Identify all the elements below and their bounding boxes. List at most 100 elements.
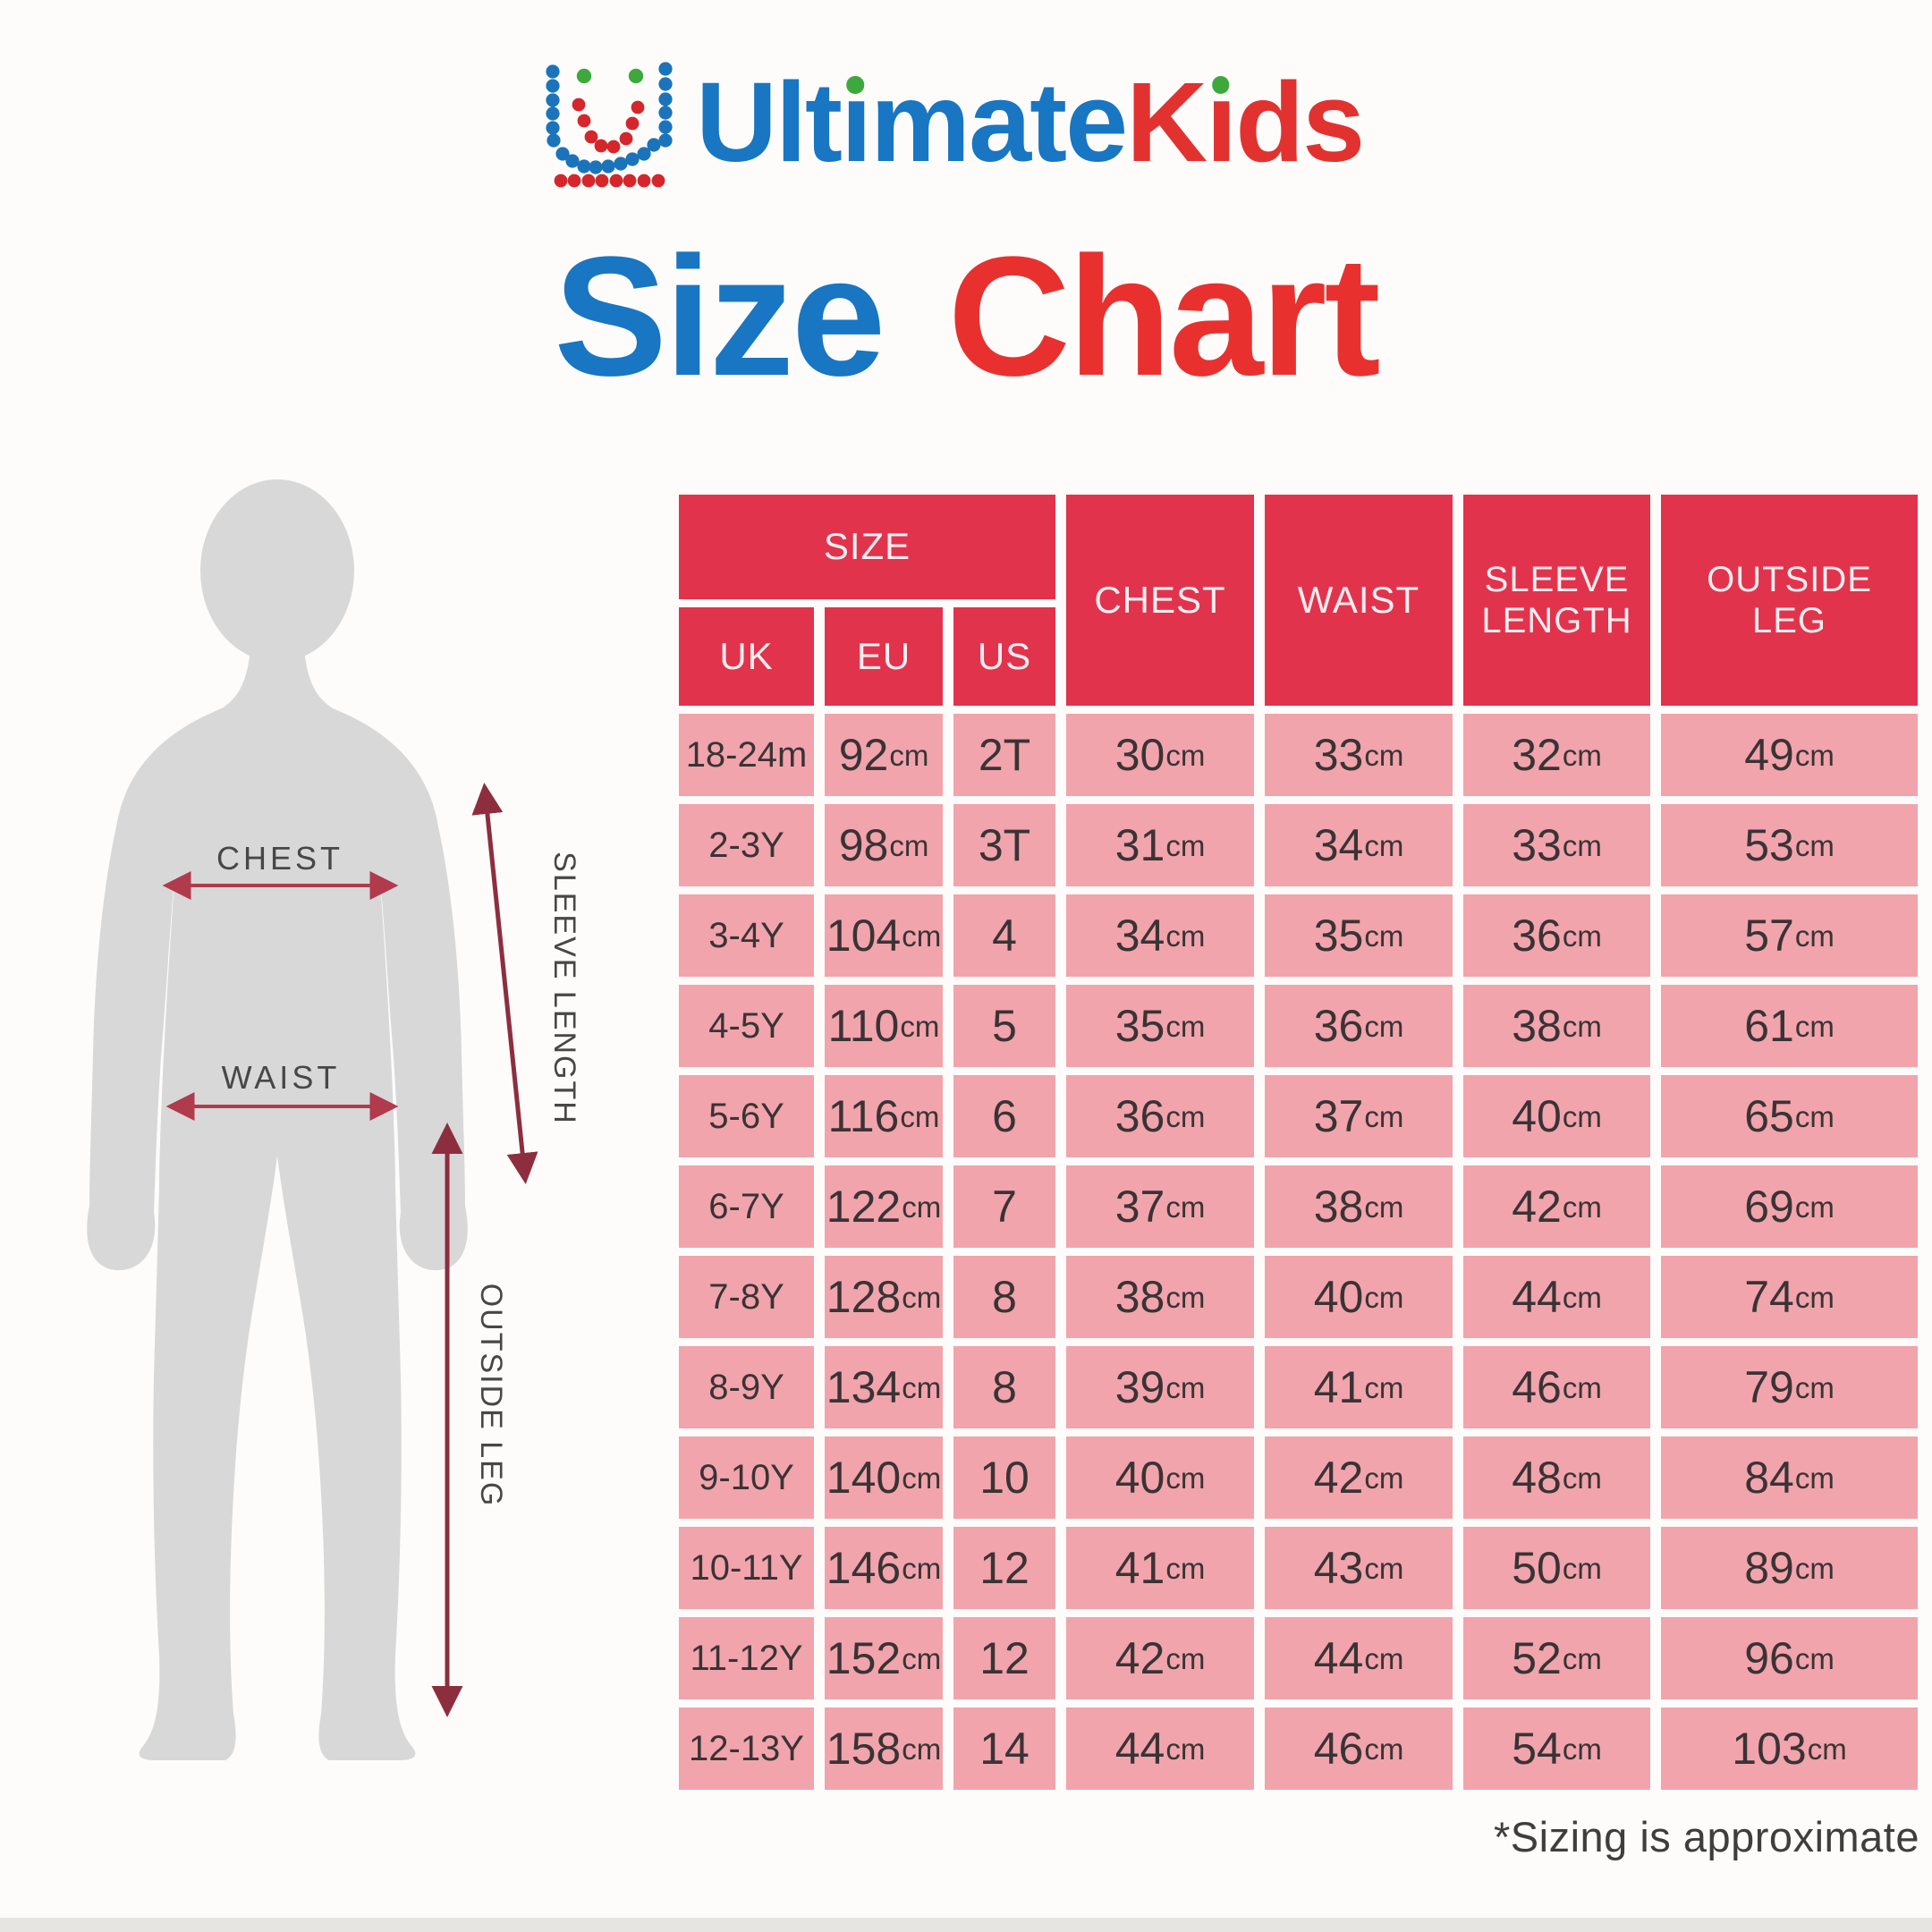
page-title: Size Chart <box>0 232 1932 402</box>
header-waist: WAIST <box>1265 495 1453 706</box>
cell-uk-row-12: 12-13Y <box>679 1707 814 1790</box>
brand-word-primary: Ultı mate <box>696 59 1128 185</box>
figure-chest-label: CHEST <box>216 840 343 877</box>
cell-sleeve_length-row-2: 33 cm <box>1463 804 1650 886</box>
cell-sleeve_length-row-11: 52 cm <box>1463 1617 1650 1699</box>
cell-eu-row-9: 140 cm <box>825 1436 943 1519</box>
cell-waist-row-1: 33 cm <box>1265 714 1453 796</box>
cell-sleeve_length-row-12: 54 cm <box>1463 1707 1650 1790</box>
cell-outside_leg-row-9: 84 cm <box>1661 1436 1918 1519</box>
brand-wordmark: Ultı mateKı ds <box>696 66 1365 179</box>
header-uk: UK <box>679 607 814 706</box>
cell-chest-row-11: 42 cm <box>1066 1617 1254 1699</box>
cell-waist-row-11: 44 cm <box>1265 1617 1453 1699</box>
cell-chest-row-5: 36 cm <box>1066 1075 1254 1157</box>
cell-uk-row-9: 9-10Y <box>679 1436 814 1519</box>
cell-waist-row-9: 42 cm <box>1265 1436 1453 1519</box>
figure-sleeve-length-label: SLEEVE LENGTH <box>547 852 581 1125</box>
cell-outside_leg-row-3: 57 cm <box>1661 894 1918 977</box>
cell-outside_leg-row-2: 53 cm <box>1661 804 1918 886</box>
brand-logo-icon <box>546 62 673 188</box>
cell-waist-row-5: 37 cm <box>1265 1075 1453 1157</box>
cell-eu-row-7: 128 cm <box>825 1256 943 1338</box>
cell-eu-row-2: 98 cm <box>825 804 943 886</box>
cell-waist-row-2: 34 cm <box>1265 804 1453 886</box>
cell-outside_leg-row-11: 96 cm <box>1661 1617 1918 1699</box>
cell-us-row-8: 8 <box>953 1346 1055 1428</box>
figure-waist-label: WAIST <box>222 1059 341 1096</box>
cell-uk-row-10: 10-11Y <box>679 1527 814 1609</box>
cell-eu-row-1: 92 cm <box>825 714 943 796</box>
measurement-figure: CHEST WAIST SLEEVE LENGTH OUTSIDE LEG <box>87 479 581 1760</box>
cell-sleeve_length-row-5: 40 cm <box>1463 1075 1650 1157</box>
bottom-edge-strip <box>0 1918 1932 1932</box>
size-table: SIZE UK EU US CHEST WAIST SLEEVE LENGTH … <box>679 495 1918 1790</box>
cell-uk-row-1: 18-24m <box>679 714 814 796</box>
cell-chest-row-12: 44 cm <box>1066 1707 1254 1790</box>
cell-waist-row-4: 36 cm <box>1265 985 1453 1067</box>
cell-eu-row-11: 152 cm <box>825 1617 943 1699</box>
cell-us-row-11: 12 <box>953 1617 1055 1699</box>
cell-eu-row-5: 116 cm <box>825 1075 943 1157</box>
cell-us-row-9: 10 <box>953 1436 1055 1519</box>
cell-uk-row-3: 3-4Y <box>679 894 814 977</box>
cell-waist-row-10: 43 cm <box>1265 1527 1453 1609</box>
cell-uk-row-2: 2-3Y <box>679 804 814 886</box>
cell-outside_leg-row-4: 61 cm <box>1661 985 1918 1067</box>
cell-uk-row-5: 5-6Y <box>679 1075 814 1157</box>
brand-word-secondary: Kı ds <box>1126 59 1365 185</box>
cell-us-row-6: 7 <box>953 1165 1055 1248</box>
cell-eu-row-4: 110 cm <box>825 985 943 1067</box>
cell-outside_leg-row-7: 74 cm <box>1661 1256 1918 1338</box>
header-chest: CHEST <box>1066 495 1254 706</box>
cell-sleeve_length-row-10: 50 cm <box>1463 1527 1650 1609</box>
title-word-size: Size <box>554 222 886 411</box>
cell-chest-row-9: 40 cm <box>1066 1436 1254 1519</box>
green-i-dot-icon <box>846 76 865 94</box>
cell-eu-row-6: 122 cm <box>825 1165 943 1248</box>
title-word-chart: Chart <box>947 222 1381 411</box>
cell-chest-row-10: 41 cm <box>1066 1527 1254 1609</box>
cell-us-row-1: 2T <box>953 714 1055 796</box>
cell-outside_leg-row-10: 89 cm <box>1661 1527 1918 1609</box>
cell-us-row-7: 8 <box>953 1256 1055 1338</box>
cell-waist-row-8: 41 cm <box>1265 1346 1453 1428</box>
header-size: SIZE <box>679 495 1055 599</box>
cell-uk-row-11: 11-12Y <box>679 1617 814 1699</box>
header-us: US <box>953 607 1055 706</box>
cell-sleeve_length-row-3: 36 cm <box>1463 894 1650 977</box>
cell-uk-row-7: 7-8Y <box>679 1256 814 1338</box>
cell-chest-row-7: 38 cm <box>1066 1256 1254 1338</box>
cell-us-row-4: 5 <box>953 985 1055 1067</box>
cell-chest-row-8: 39 cm <box>1066 1346 1254 1428</box>
silhouette-head <box>200 479 354 662</box>
cell-chest-row-6: 37 cm <box>1066 1165 1254 1248</box>
cell-waist-row-6: 38 cm <box>1265 1165 1453 1248</box>
cell-us-row-2: 3T <box>953 804 1055 886</box>
cell-sleeve_length-row-9: 48 cm <box>1463 1436 1650 1519</box>
cell-uk-row-8: 8-9Y <box>679 1346 814 1428</box>
cell-sleeve_length-row-1: 32 cm <box>1463 714 1650 796</box>
cell-us-row-12: 14 <box>953 1707 1055 1790</box>
cell-outside_leg-row-8: 79 cm <box>1661 1346 1918 1428</box>
cell-uk-row-4: 4-5Y <box>679 985 814 1067</box>
cell-outside_leg-row-12: 103 cm <box>1661 1707 1918 1790</box>
cell-sleeve_length-row-7: 44 cm <box>1463 1256 1650 1338</box>
header-eu: EU <box>825 607 943 706</box>
cell-eu-row-8: 134 cm <box>825 1346 943 1428</box>
cell-us-row-3: 4 <box>953 894 1055 977</box>
cell-outside_leg-row-1: 49 cm <box>1661 714 1918 796</box>
cell-eu-row-10: 146 cm <box>825 1527 943 1609</box>
cell-waist-row-7: 40 cm <box>1265 1256 1453 1338</box>
cell-chest-row-3: 34 cm <box>1066 894 1254 977</box>
cell-chest-row-2: 31 cm <box>1066 804 1254 886</box>
silhouette-body <box>87 649 468 1760</box>
green-i-dot-icon <box>1211 76 1230 94</box>
footnote: *Sizing is approximate <box>1494 1813 1919 1860</box>
header-sleeve-length: SLEEVE LENGTH <box>1463 495 1650 706</box>
cell-sleeve_length-row-4: 38 cm <box>1463 985 1650 1067</box>
cell-outside_leg-row-6: 69 cm <box>1661 1165 1918 1248</box>
figure-outside-leg-label: OUTSIDE LEG <box>474 1284 508 1508</box>
cell-us-row-10: 12 <box>953 1527 1055 1609</box>
